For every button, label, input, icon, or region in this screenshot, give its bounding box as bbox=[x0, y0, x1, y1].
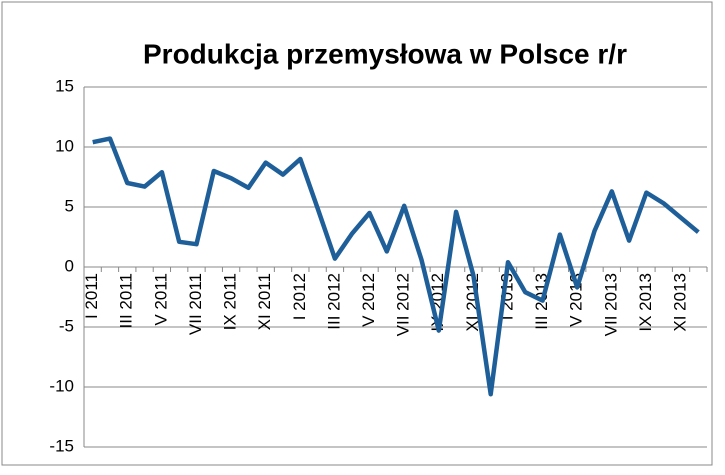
y-tick-label: 0 bbox=[65, 256, 74, 275]
x-tick-label: III 2012 bbox=[324, 273, 343, 330]
x-tick-label: VII 2012 bbox=[394, 273, 413, 336]
x-tick-label: III 2011 bbox=[117, 273, 136, 328]
x-tick-label: I 2011 bbox=[82, 273, 101, 319]
y-tick-label: -15 bbox=[49, 436, 74, 455]
chart-border bbox=[1, 1, 713, 466]
x-tick-label: VII 2013 bbox=[601, 273, 620, 336]
y-tick-label: -5 bbox=[59, 316, 74, 335]
y-tick-label: 10 bbox=[55, 136, 74, 155]
x-tick-label: XI 2011 bbox=[255, 273, 274, 330]
x-tick-label: V 2011 bbox=[151, 273, 170, 326]
x-tick-label: IX 2011 bbox=[221, 273, 240, 330]
y-tick-label: 5 bbox=[65, 196, 74, 215]
y-tick-label: -10 bbox=[49, 376, 74, 395]
y-tick-label: 15 bbox=[55, 76, 74, 95]
x-tick-label: VII 2011 bbox=[186, 273, 205, 335]
line-series bbox=[92, 136, 700, 397]
chart-title: Produkcja przemysłowa w Polsce r/r bbox=[143, 38, 627, 69]
x-tick-label: V 2012 bbox=[359, 273, 378, 327]
x-tick-label: V 2013 bbox=[567, 273, 586, 327]
x-tick-label: XI 2013 bbox=[671, 273, 690, 332]
x-tick-label: IX 2013 bbox=[636, 273, 655, 332]
x-tick-label: I 2012 bbox=[290, 273, 309, 320]
